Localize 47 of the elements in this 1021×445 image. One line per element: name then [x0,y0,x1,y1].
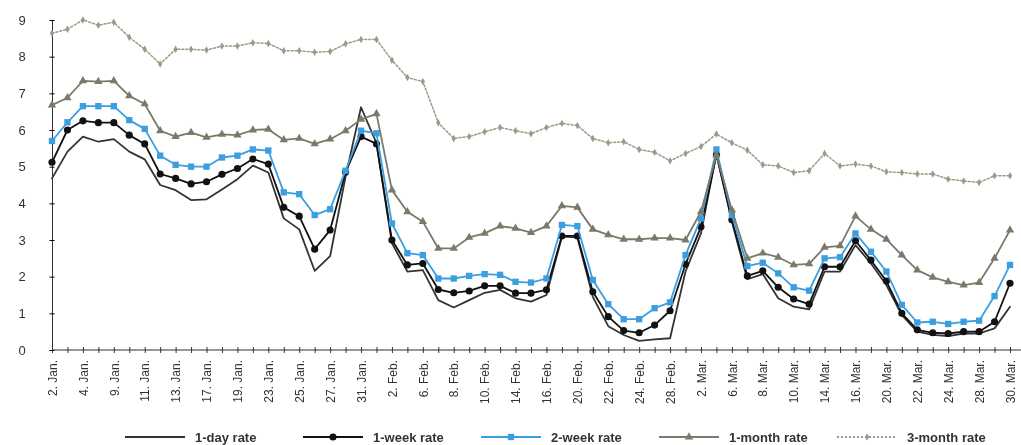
y-tick-label: 2 [18,269,26,285]
y-tick-label: 4 [18,195,26,211]
x-tick-label: 2. Jan. [45,360,60,397]
x-tick-label: 30. Mar. [1003,360,1018,404]
x-tick-label: 31. Jan. [354,360,369,403]
x-tick-label: 8. Feb. [447,360,462,398]
x-tick-label: 2. Mar. [694,360,709,397]
x-tick-label: 17. Jan. [200,360,215,403]
x-tick-label: 23. Jan. [262,360,277,403]
x-tick-label: 13. Jan. [169,360,184,403]
x-tick-label: 28. Feb. [663,360,678,405]
legend-label: 1-month rate [729,429,808,445]
y-tick-label: 8 [18,49,26,65]
x-tick-label: 4. Jan. [76,360,91,397]
x-tick-label: 8. Mar. [756,360,771,397]
x-tick-label: 6. Mar. [725,360,740,397]
x-tick-label: 20. Feb. [571,360,586,405]
y-tick-label: 5 [18,159,26,175]
x-tick-label: 25. Jan. [292,360,307,403]
x-tick-label: 6. Feb. [416,360,431,398]
x-tick-label: 22. Mar. [910,360,925,404]
x-tick-label: 14. Mar. [818,360,833,404]
y-tick-label: 1 [18,305,26,321]
legend-label: 2-week rate [551,429,622,445]
x-tick-label: 27. Jan. [323,360,338,403]
x-tick-label: 14. Feb. [509,360,524,405]
x-tick-label: 28. Mar. [972,360,987,404]
x-tick-label: 19. Jan. [231,360,246,403]
x-tick-label: 10. Feb. [478,360,493,405]
x-tick-label: 22. Feb. [601,360,616,405]
x-tick-label: 16. Feb. [540,360,555,405]
y-tick-label: 0 [18,342,26,358]
x-tick-label: 16. Mar. [849,360,864,404]
y-tick-label: 9 [18,12,26,28]
x-tick-label: 10. Mar. [787,360,802,404]
legend-label: 3-month rate [907,429,986,445]
x-tick-label: 11. Jan. [138,360,153,402]
x-tick-label: 24. Mar. [941,360,956,404]
y-tick-label: 7 [18,85,26,101]
y-tick-label: 3 [18,232,26,248]
legend-label: 1-week rate [373,429,444,445]
x-tick-label: 9. Jan. [107,360,122,397]
x-tick-label: 20. Mar. [880,360,895,404]
y-tick-label: 6 [18,122,26,138]
x-tick-label: 2. Feb. [385,360,400,398]
legend-label: 1-day rate [195,429,257,445]
x-tick-label: 24. Feb. [632,360,647,405]
